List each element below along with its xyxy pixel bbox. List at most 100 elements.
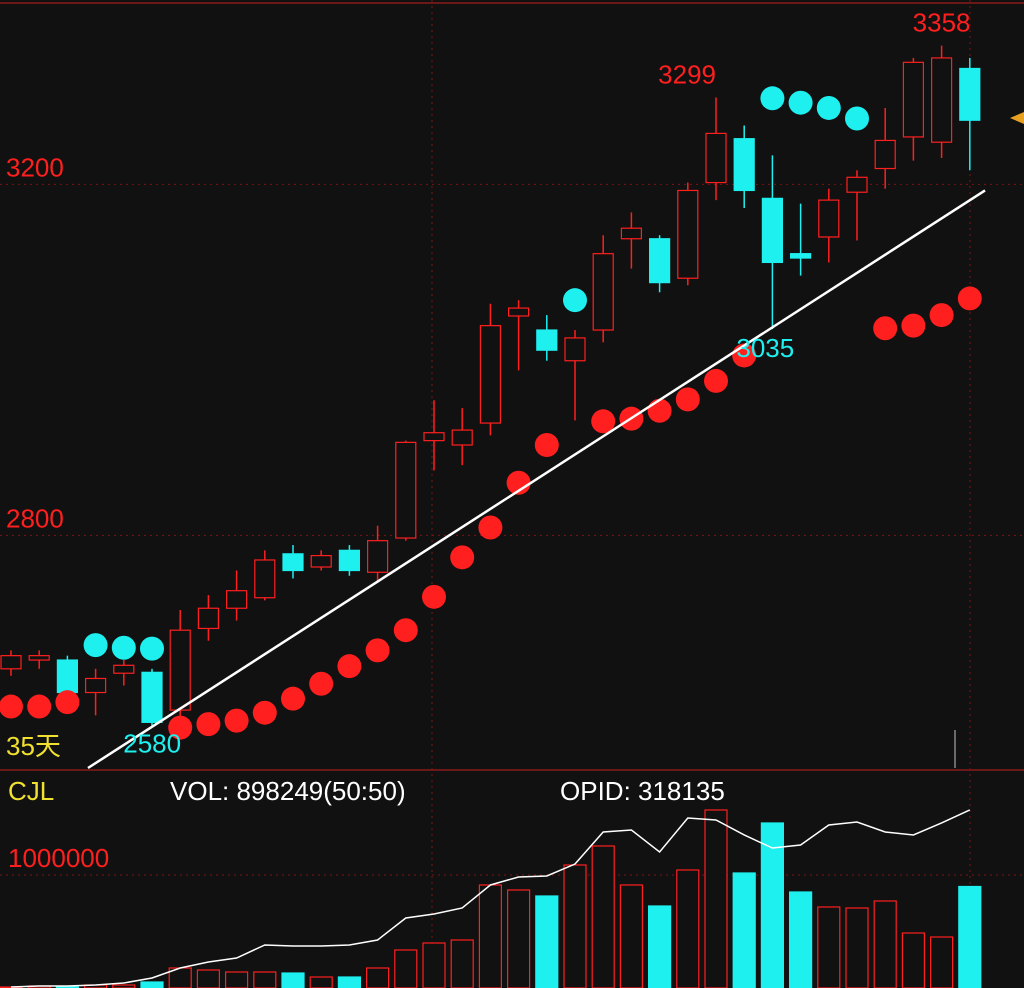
candle-body [677,189,699,279]
candle-body [902,61,925,138]
volume-bar [535,895,559,988]
candle-body [395,441,417,539]
candle-body [310,554,332,568]
candle-body [113,664,135,674]
candle-body [564,337,586,362]
volume-bar [563,864,587,988]
period-label: 35天 [6,731,61,761]
volume-bar [112,984,136,988]
candle-body [423,432,445,442]
sar-dot [450,545,475,570]
sar-dot [901,313,926,338]
volume-bar [309,976,333,988]
candle-body [761,197,784,264]
candle-body [169,629,191,711]
sar-dot [534,433,559,458]
candle-body [338,549,360,572]
candle-body [592,253,614,331]
candle-body [28,655,50,661]
sar-dot [0,694,23,719]
candle-body [648,238,671,284]
sar-dot [168,715,193,740]
volume-bar [676,869,700,988]
volume-bar [704,809,728,988]
volume-bar [929,936,954,988]
volume-bar [958,885,982,988]
sar-dot [478,515,503,540]
candle-body [536,329,558,351]
sar-dot [929,303,954,328]
volume-bar [394,949,418,988]
sar-dot [83,633,108,658]
marks-layer [0,45,986,988]
volume-bar [225,971,249,988]
sar-dot [591,409,616,434]
volume-bar [478,884,502,988]
candle-body [959,67,981,121]
price-arrow [1010,112,1024,124]
candle-body [789,253,812,259]
candle-body [84,677,107,694]
candle-body [197,607,219,630]
sar-dot [111,635,136,660]
sar-dot [224,708,249,733]
candle-body [874,139,896,170]
volume-bar [873,900,897,988]
volume-bar [901,932,926,988]
sar-dot [281,686,305,711]
volume-bar [422,942,446,988]
sar-dot [675,387,700,412]
y-tick-label: 3200 [6,152,64,182]
candle-body [733,138,755,192]
volume-bar [366,967,390,988]
volume-bar [817,906,841,988]
sar-dot [647,398,672,423]
volume-bar [591,845,615,988]
sar-dot [845,106,869,131]
sar-dot [252,700,277,725]
candle-body [620,227,643,240]
legend-entry: OPID: 318135 [560,776,725,806]
panel-title: CJL [8,776,54,806]
candle-body [705,132,727,184]
volume-bar [337,976,361,988]
sar-dot [422,584,446,609]
extreme-label: 3358 [913,8,971,38]
sar-dot [27,694,52,719]
sar-dot [704,368,728,393]
sar-dot [873,316,898,341]
sar-dot [788,90,813,115]
labels-layer: 35天 CJL VOL: 898249(50:50) OPID: 318135 … [6,8,971,873]
volume-bar [845,907,869,988]
sar-dot [957,286,982,311]
sar-dot [309,671,334,696]
extreme-label: 3299 [658,59,716,89]
volume-bar [281,972,305,988]
sar-dot [563,288,587,313]
trend-line [87,189,986,770]
candle-body [254,559,276,599]
candle-body [367,540,389,573]
sar-dot [196,712,221,737]
volume-bar [788,891,813,988]
candle-body [282,553,304,572]
volume-bar [732,872,756,988]
volume-bar [196,969,220,988]
sar-dot [760,86,785,111]
candle-body [818,199,840,238]
candle-body [508,307,530,317]
volume-bar [619,884,644,988]
extreme-label: 3035 [736,333,794,363]
extreme-label: 2580 [123,729,181,759]
volume-bar [647,905,672,988]
sar-dot [393,618,418,643]
opid-line [10,809,971,988]
candle-body [479,325,501,424]
sar-dot [337,654,362,679]
sar-dot [140,636,164,661]
candle-body [451,429,473,446]
y-tick-label: 2800 [6,503,64,533]
sar-dot [365,638,390,663]
